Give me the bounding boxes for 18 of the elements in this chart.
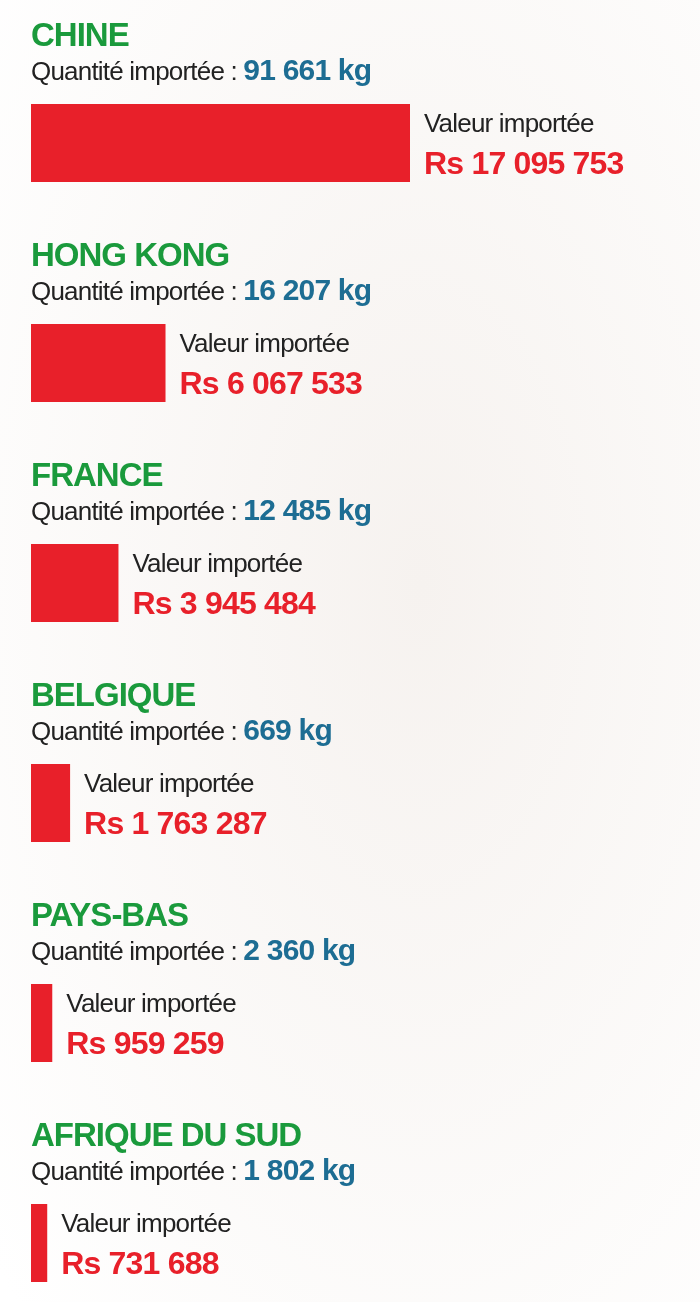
annotation: Quantité importée : 91 661 kg bbox=[31, 53, 372, 86]
annotation: Quantité importée : 1 802 kg bbox=[31, 1153, 356, 1186]
data-label: Valeur importée Rs 959 259 bbox=[66, 988, 237, 1061]
data-label: Valeur importée Rs 731 688 bbox=[61, 1208, 232, 1281]
data-label: Valeur importée Rs 3 945 484 bbox=[132, 548, 317, 621]
y-tick-label: CHINE bbox=[31, 16, 129, 53]
y-tick-label: HONG KONG bbox=[31, 236, 230, 273]
data-label: Valeur importée Rs 6 067 533 bbox=[179, 328, 363, 401]
data-label: Valeur importée Rs 1 763 287 bbox=[84, 768, 267, 841]
annotation: Quantité importée : 12 485 kg bbox=[31, 493, 372, 526]
y-tick-label: AFRIQUE DU SUD bbox=[31, 1116, 302, 1153]
annotation: Quantité importée : 2 360 kg bbox=[31, 933, 356, 966]
annotation: Quantité importée : 669 kg bbox=[31, 713, 332, 746]
y-tick-label: PAYS-BAS bbox=[31, 896, 189, 933]
y-tick-label: FRANCE bbox=[31, 456, 163, 493]
data-label: Valeur importée Rs 17 095 753 bbox=[424, 108, 624, 181]
y-tick-label: BELGIQUE bbox=[31, 676, 196, 713]
annotation: Quantité importée : 16 207 kg bbox=[31, 273, 372, 306]
